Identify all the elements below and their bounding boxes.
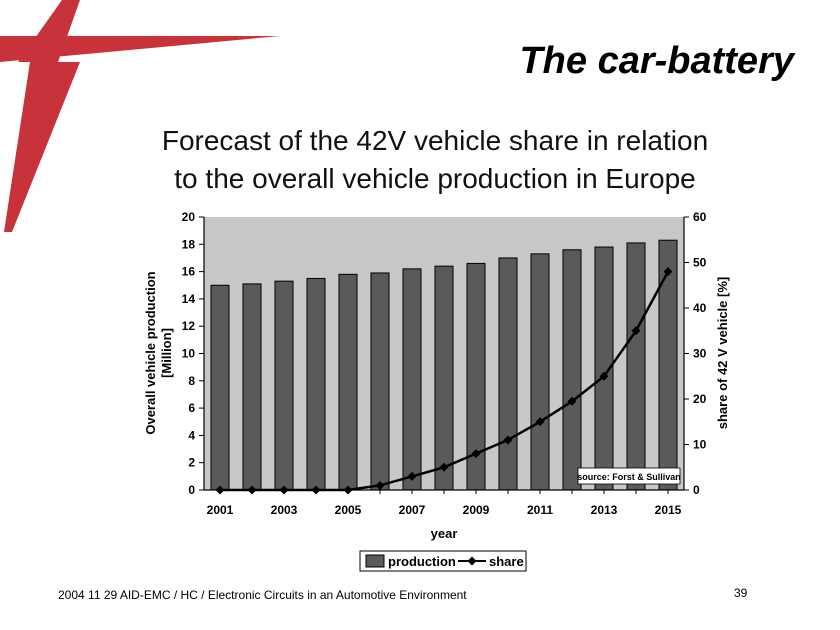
production-bar: [530, 253, 550, 491]
share-point: [247, 485, 257, 495]
x-tick-label: 2013: [591, 503, 618, 517]
production-bar: [626, 242, 646, 491]
share-point: [279, 485, 289, 495]
subtitle-line-2: to the overall vehicle production in Eur…: [174, 163, 696, 194]
left-tick-label: 16: [182, 265, 196, 279]
share-point: [631, 326, 641, 336]
left-tick-label: 20: [182, 210, 196, 224]
x-axis-title: year: [431, 526, 458, 541]
x-tick-label: 2009: [463, 503, 490, 517]
production-bar: [242, 283, 262, 491]
subtitle-line-1: Forecast of the 42V vehicle share in rel…: [161, 125, 709, 156]
legend-box: [359, 550, 527, 572]
left-tick-label: 0: [188, 483, 195, 497]
x-tick-label: 2003: [271, 503, 298, 517]
y-axis-title-line-1: Overall vehicle production: [143, 271, 158, 434]
x-tick-label: 2011: [527, 503, 553, 517]
right-tick-label: 10: [693, 438, 707, 452]
production-bar: [274, 280, 294, 491]
left-tick-label: 12: [182, 319, 196, 333]
left-tick-label: 18: [182, 237, 196, 251]
x-tick-label: 2007: [399, 503, 426, 517]
right-tick-label: 20: [693, 392, 707, 406]
x-tick-label: 2005: [335, 503, 362, 517]
legend-label-production: production: [388, 554, 456, 569]
x-tick-label: 2001: [207, 503, 234, 517]
production-bar: [658, 239, 678, 491]
left-tick-label: 8: [188, 374, 195, 388]
logo-horizontal-stroke: [0, 36, 280, 62]
share-point: [567, 396, 577, 406]
source-annotation-box: [577, 467, 681, 485]
slide-subtitle: Forecast of the 42V vehicle share in rel…: [100, 122, 770, 198]
right-tick-label: 50: [693, 256, 707, 270]
left-tick-label: 2: [188, 456, 195, 470]
production-bar: [562, 249, 582, 491]
share-point: [663, 267, 673, 277]
share-point: [535, 417, 545, 427]
share-point: [503, 435, 513, 445]
logo-sweep: [4, 62, 80, 232]
production-bar: [402, 268, 422, 491]
legend-marker-share: [467, 556, 477, 566]
y2-axis-title: share of 42 V vehicle [%]: [715, 277, 730, 429]
share-point: [343, 485, 353, 495]
source-annotation: source: Forst & Sullivan: [577, 472, 681, 482]
share-point: [215, 485, 225, 495]
legend-label-share: share: [489, 554, 524, 569]
production-bar: [498, 257, 518, 491]
production-bar: [306, 277, 326, 491]
right-tick-label: 30: [693, 347, 707, 361]
slide-footer: 2004 11 29 AID-EMC / HC / Electronic Cir…: [58, 588, 467, 602]
legend-swatch-production: [365, 554, 385, 568]
production-bar: [434, 265, 454, 491]
page-number: 39: [734, 586, 748, 600]
production-bar: [370, 272, 390, 491]
share-point: [439, 462, 449, 472]
left-tick-label: 4: [188, 428, 195, 442]
slide-title: The car-battery: [519, 40, 794, 82]
brand-logo: [0, 0, 280, 232]
y-axis-title-line-2: [Million]: [159, 328, 174, 378]
left-tick-label: 10: [182, 347, 196, 361]
left-tick-label: 6: [188, 401, 195, 415]
share-point: [407, 471, 417, 481]
right-tick-label: 60: [693, 210, 707, 224]
share-point: [375, 480, 385, 490]
right-tick-label: 0: [693, 483, 700, 497]
share-point: [471, 449, 481, 459]
production-bar: [338, 273, 358, 491]
share-point: [311, 485, 321, 495]
share-point: [599, 371, 609, 381]
x-tick-label: 2015: [655, 503, 682, 517]
production-bar: [210, 284, 230, 491]
left-tick-label: 14: [182, 292, 196, 306]
right-tick-label: 40: [693, 301, 707, 315]
